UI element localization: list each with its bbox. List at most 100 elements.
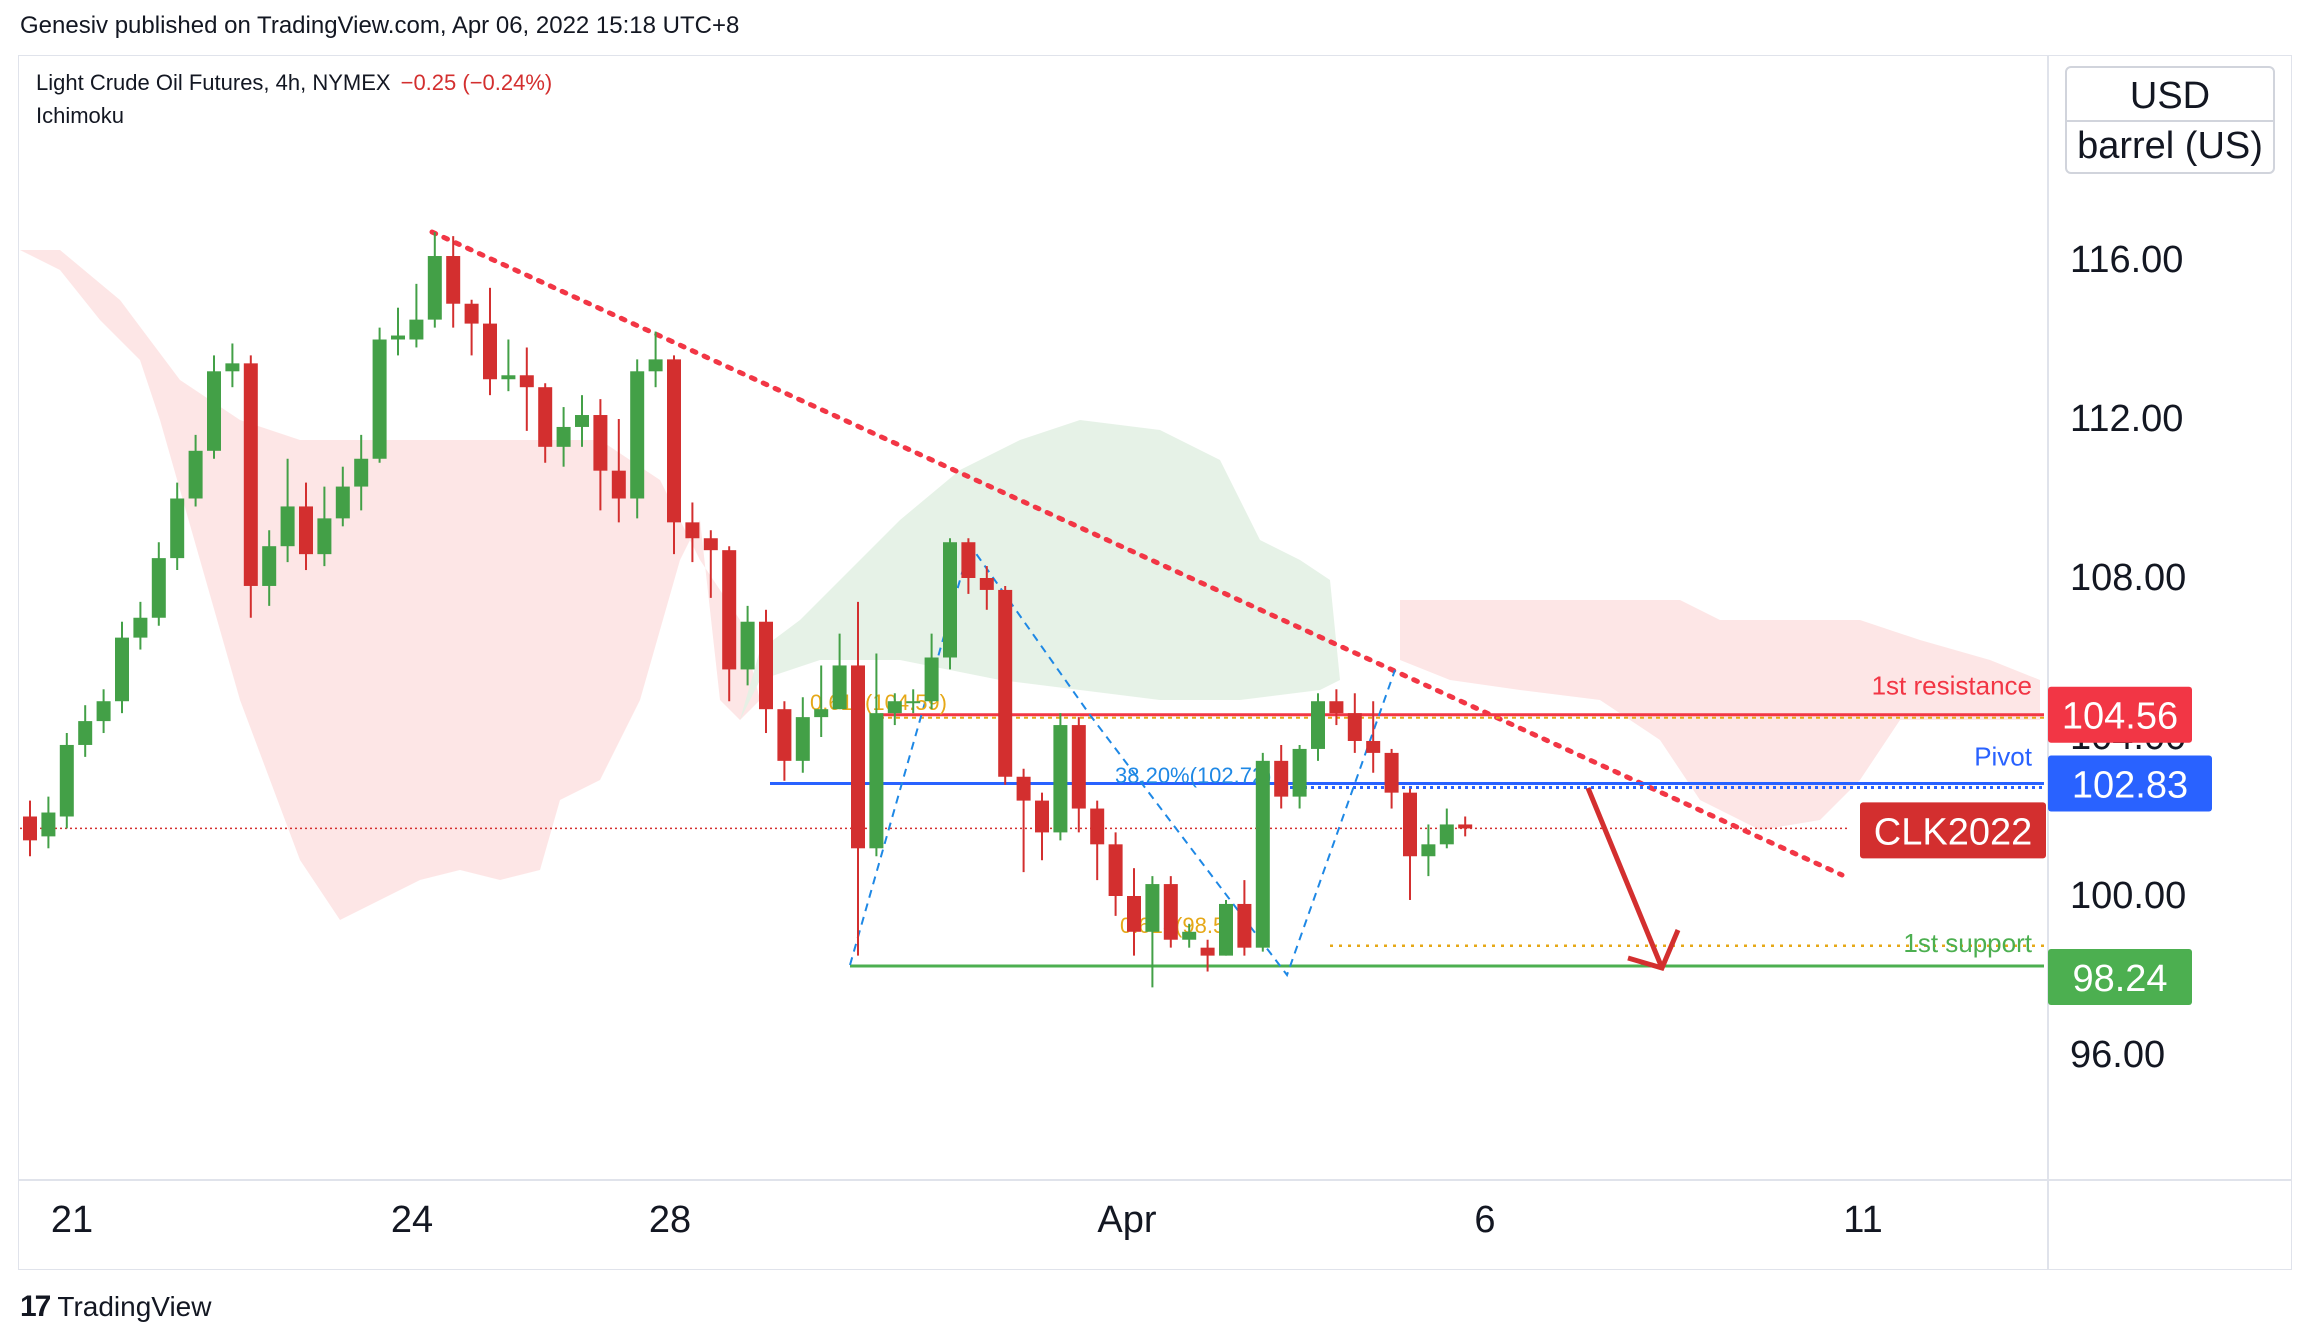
candle-body bbox=[1035, 800, 1049, 833]
footer-brand[interactable]: 17 TradingView bbox=[20, 1290, 211, 1324]
candle bbox=[575, 395, 589, 447]
candle bbox=[906, 689, 921, 714]
candle bbox=[759, 609, 773, 734]
candle bbox=[1237, 880, 1252, 956]
candle-body bbox=[611, 470, 626, 499]
downtrend-line bbox=[429, 229, 1845, 878]
candle bbox=[814, 665, 829, 737]
x-tick-label: 6 bbox=[1474, 1199, 1495, 1241]
candle-body bbox=[1016, 776, 1031, 801]
candle bbox=[593, 399, 608, 511]
candle bbox=[943, 538, 957, 670]
candle bbox=[795, 697, 810, 773]
candle-body bbox=[317, 518, 332, 555]
candle-body bbox=[998, 589, 1013, 777]
candle-body bbox=[188, 450, 203, 499]
candle bbox=[446, 236, 461, 328]
candle-body bbox=[1439, 824, 1454, 845]
publisher-header: Genesiv published on TradingView.com, Ap… bbox=[20, 12, 740, 39]
currency-unit-box[interactable]: USD barrel (US) bbox=[2065, 66, 2275, 174]
candle-body bbox=[575, 415, 589, 427]
candle bbox=[538, 383, 553, 463]
x-tick-label: 21 bbox=[51, 1199, 93, 1241]
candle bbox=[59, 733, 74, 829]
x-tick-label: 28 bbox=[649, 1199, 691, 1241]
candle-body bbox=[1053, 725, 1068, 833]
candle-body bbox=[78, 721, 93, 745]
candle bbox=[832, 633, 847, 710]
candle-body bbox=[151, 558, 166, 618]
candle bbox=[354, 434, 369, 511]
y-tick-label: 112.00 bbox=[2070, 398, 2183, 440]
candle-body bbox=[1311, 701, 1325, 749]
candle bbox=[225, 343, 240, 388]
candle-body bbox=[1329, 701, 1344, 714]
candle bbox=[648, 331, 663, 388]
candle-body bbox=[262, 546, 277, 586]
candle-body bbox=[1200, 947, 1215, 956]
candle-body bbox=[832, 665, 847, 710]
tradingview-logo-icon: 17 bbox=[20, 1290, 51, 1323]
candle bbox=[1458, 816, 1473, 837]
candle bbox=[317, 486, 332, 567]
candle bbox=[41, 796, 56, 849]
candle-body bbox=[887, 701, 902, 714]
candle-body bbox=[1274, 760, 1289, 797]
pivot-label: Pivot bbox=[1974, 742, 2033, 772]
candle bbox=[133, 601, 148, 650]
candle bbox=[1421, 824, 1436, 877]
x-tick-label: 24 bbox=[391, 1199, 433, 1241]
candle-body bbox=[1127, 896, 1141, 932]
candle-body bbox=[354, 458, 369, 487]
candle-body bbox=[1090, 808, 1105, 845]
candle bbox=[299, 482, 313, 571]
candle bbox=[630, 359, 645, 519]
candle bbox=[170, 482, 185, 571]
candle bbox=[519, 347, 534, 431]
candle bbox=[427, 232, 442, 328]
candle bbox=[740, 605, 755, 686]
candle-body bbox=[207, 371, 221, 451]
fib-label: 38.20%(102.72) bbox=[1115, 763, 1272, 788]
candle bbox=[851, 601, 865, 956]
y-tick-label: 100.00 bbox=[2070, 875, 2186, 917]
candle-body bbox=[335, 486, 350, 519]
currency-label: USD bbox=[2067, 72, 2273, 122]
candle-body bbox=[1182, 931, 1197, 940]
candle-body bbox=[556, 426, 571, 447]
indicator-legend[interactable]: Ichimoku bbox=[36, 103, 125, 128]
candle-body bbox=[446, 256, 461, 304]
candle-body bbox=[1237, 903, 1252, 948]
candle bbox=[335, 466, 350, 527]
candle-body bbox=[391, 335, 405, 340]
candle bbox=[1347, 693, 1362, 753]
symbol-name: Light Crude Oil Futures, 4h, NYMEX bbox=[36, 70, 391, 95]
unit-label: barrel (US) bbox=[2077, 125, 2263, 167]
candle bbox=[483, 287, 497, 396]
candle bbox=[1071, 717, 1086, 833]
projection-arrow-head bbox=[1627, 929, 1681, 972]
candle bbox=[207, 355, 221, 459]
candle bbox=[703, 530, 718, 598]
candle-body bbox=[133, 617, 148, 638]
y-tick-label: 116.00 bbox=[2070, 239, 2183, 281]
candle-body bbox=[1145, 884, 1160, 932]
support-label: 1st support bbox=[1903, 928, 2032, 958]
candle-body bbox=[115, 637, 129, 702]
symbol-legend[interactable]: Light Crude Oil Futures, 4h, NYMEX −0.25 … bbox=[36, 70, 552, 96]
candle-body bbox=[979, 578, 994, 590]
candle-body bbox=[1219, 903, 1233, 956]
y-tick-label: 96.00 bbox=[2070, 1034, 2165, 1076]
candle bbox=[1090, 800, 1105, 881]
candle bbox=[611, 419, 626, 523]
candle-body bbox=[1403, 792, 1417, 857]
candle-body bbox=[1108, 844, 1123, 896]
candle bbox=[979, 566, 994, 610]
candle-body bbox=[23, 816, 37, 841]
price-change: −0.25 (−0.24%) bbox=[400, 70, 553, 95]
candle bbox=[667, 355, 681, 555]
candle-body bbox=[483, 323, 497, 380]
candle bbox=[372, 327, 387, 463]
candle-body bbox=[740, 621, 755, 670]
